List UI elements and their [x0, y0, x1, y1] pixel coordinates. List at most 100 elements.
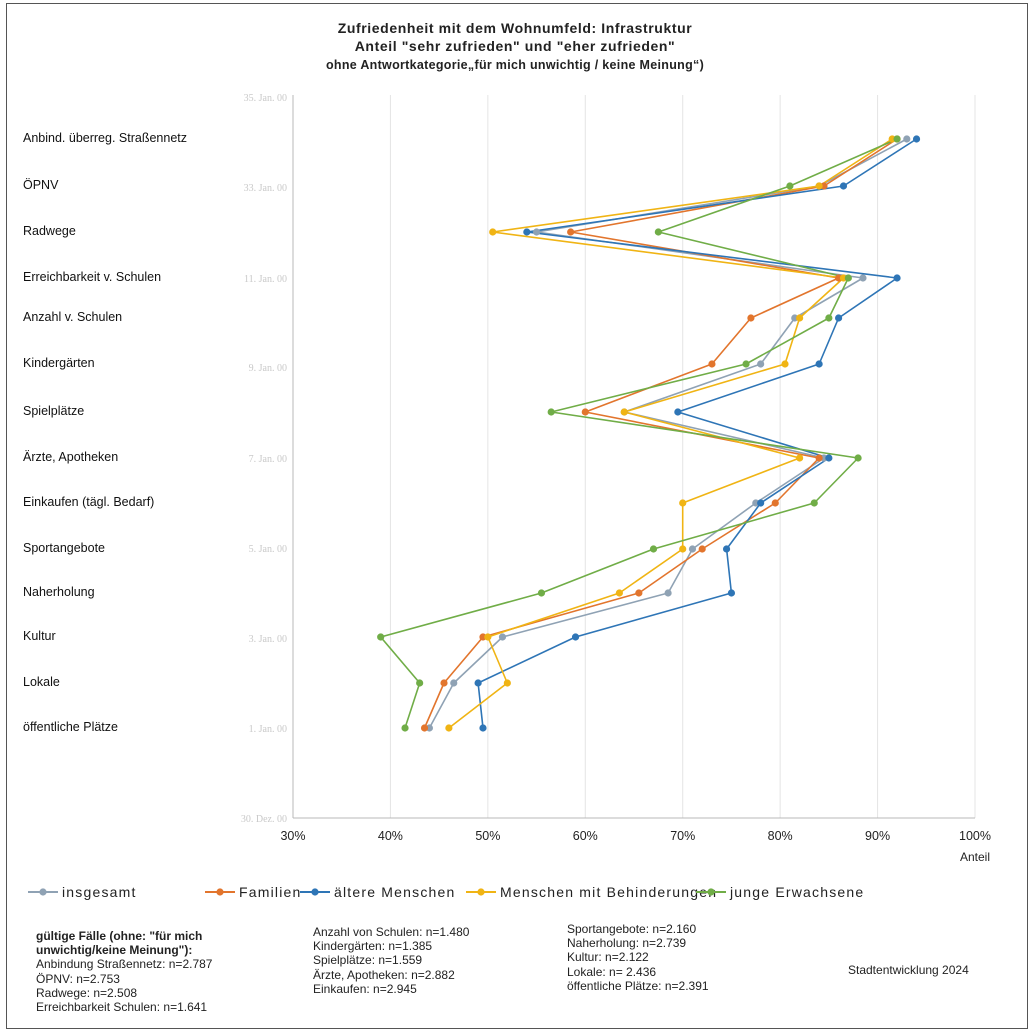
data-point [620, 408, 628, 416]
data-point [571, 633, 580, 641]
chart-title: Zufriedenheit mit dem Wohnumfeld: Infras… [337, 20, 693, 36]
note-item: öffentliche Plätze: n=2.391 [567, 978, 709, 993]
data-point [581, 408, 589, 416]
data-point [757, 499, 765, 507]
data-point [825, 314, 833, 322]
note-item: Kindergärten: n=1.385 [313, 939, 433, 954]
category-label: ÖPNV [23, 178, 59, 192]
data-point [479, 724, 487, 732]
data-point [757, 360, 765, 368]
category-label: Sportangebote [23, 541, 106, 555]
note-item: Radwege: n=2.508 [36, 985, 138, 1000]
data-point [771, 499, 779, 507]
category-label: öffentliche Plätze [23, 720, 118, 734]
note-item: Ärzte, Apotheken: n=2.882 [313, 967, 455, 982]
legend-swatch [28, 888, 58, 896]
note-item: Kultur: n=2.122 [567, 950, 649, 965]
data-point [484, 633, 492, 641]
note-item: Anzahl von Schulen: n=1.480 [313, 925, 470, 939]
data-point [893, 274, 901, 282]
legend-label: Menschen mit Behinderungen [500, 884, 718, 900]
y-tick-label: 35. Jan. 00 [244, 93, 287, 104]
note-item: Spielplätze: n=1.559 [313, 953, 423, 968]
y-tick-label: 1. Jan. 00 [249, 724, 287, 735]
data-point [649, 545, 658, 553]
y-tick-label: 9. Jan. 00 [249, 363, 287, 374]
category-label: Spielplätze [23, 404, 85, 418]
legend-label: ältere Menschen [334, 884, 456, 900]
data-point [796, 454, 804, 462]
data-point [474, 679, 482, 687]
y-tick-label: 30. Dez. 00 [241, 814, 287, 825]
category-label: Lokale [23, 675, 60, 689]
credit-text: Stadtentwicklung 2024 [848, 963, 969, 977]
data-point [742, 360, 750, 368]
chart-frame [6, 3, 1028, 1029]
data-point [810, 499, 818, 507]
data-point [708, 360, 716, 368]
data-point [674, 408, 682, 416]
notes-column-1: gültige Fälle (ohne: "für mich unwichtig… [36, 929, 212, 1014]
x-tick-label: 30% [280, 829, 305, 843]
data-point [489, 228, 497, 236]
data-point [859, 274, 867, 282]
category-label: Erreichbarkeit v. Schulen [23, 270, 162, 284]
legend-item: insgesamt [28, 882, 137, 902]
legend-item: ältere Menschen [300, 882, 456, 902]
line-chart: 30% 40% 50% 60% 70% 80% 90% 100% Anteil 35. Jan. … [241, 93, 991, 864]
data-point [416, 679, 424, 687]
legend-label: Familien [239, 884, 302, 900]
data-point [727, 589, 736, 597]
x-tick-label: 40% [378, 829, 403, 843]
data-point [679, 545, 687, 553]
note-item: Sportangebote: n=2.160 [567, 922, 697, 936]
y-tick-label: 33. Jan. 00 [244, 183, 287, 194]
x-tick-label: 100% [959, 829, 991, 843]
x-tick-label: 80% [768, 829, 793, 843]
y-tick-label: 5. Jan. 00 [249, 544, 287, 555]
data-point [401, 724, 409, 732]
data-point [903, 135, 911, 143]
data-point [854, 454, 862, 462]
x-tick-label: 60% [573, 829, 598, 843]
x-tick-label: 90% [865, 829, 890, 843]
legend-swatch [466, 888, 496, 896]
note-item: ÖPNV: n=2.753 [36, 971, 120, 986]
legend-item: Familien [205, 882, 302, 902]
x-tick-label: 70% [670, 829, 695, 843]
chart-subtitle: Anteil "sehr zufrieden" und "eher zufrie… [354, 38, 676, 54]
y-tick-label: 3. Jan. 00 [249, 634, 287, 645]
data-point [615, 589, 623, 597]
data-point [445, 724, 453, 732]
data-point [839, 182, 848, 190]
category-label: Kindergärten [23, 356, 95, 370]
legend-swatch [205, 888, 235, 896]
data-point [567, 228, 575, 236]
notes-heading: gültige Fälle (ohne: "für mich [36, 929, 203, 943]
data-point [912, 135, 921, 143]
data-point [532, 228, 541, 236]
data-point [796, 314, 804, 322]
note-item: Erreichbarkeit Schulen: n=1.641 [36, 1000, 208, 1015]
series-line [448, 138, 893, 729]
data-point [786, 182, 794, 190]
data-point [688, 545, 697, 553]
data-point [679, 499, 687, 507]
data-point [747, 314, 755, 322]
note-item: Anbindung Straßennetz: n=2.787 [36, 957, 213, 972]
data-point [498, 633, 507, 641]
data-point [844, 274, 852, 282]
legend-swatch [300, 888, 330, 896]
data-point [664, 589, 672, 597]
category-label: Radwege [23, 224, 76, 238]
x-tick-label: 50% [475, 829, 500, 843]
category-label: Anzahl v. Schulen [23, 310, 123, 324]
data-point [893, 135, 901, 143]
legend-item: junge Erwachsene [696, 882, 864, 902]
data-point [420, 724, 429, 732]
data-point [503, 679, 511, 687]
category-label: Naherholung [23, 585, 95, 599]
note-item: Einkaufen: n=2.945 [313, 981, 417, 996]
series-line [379, 138, 898, 729]
data-point [698, 545, 706, 553]
